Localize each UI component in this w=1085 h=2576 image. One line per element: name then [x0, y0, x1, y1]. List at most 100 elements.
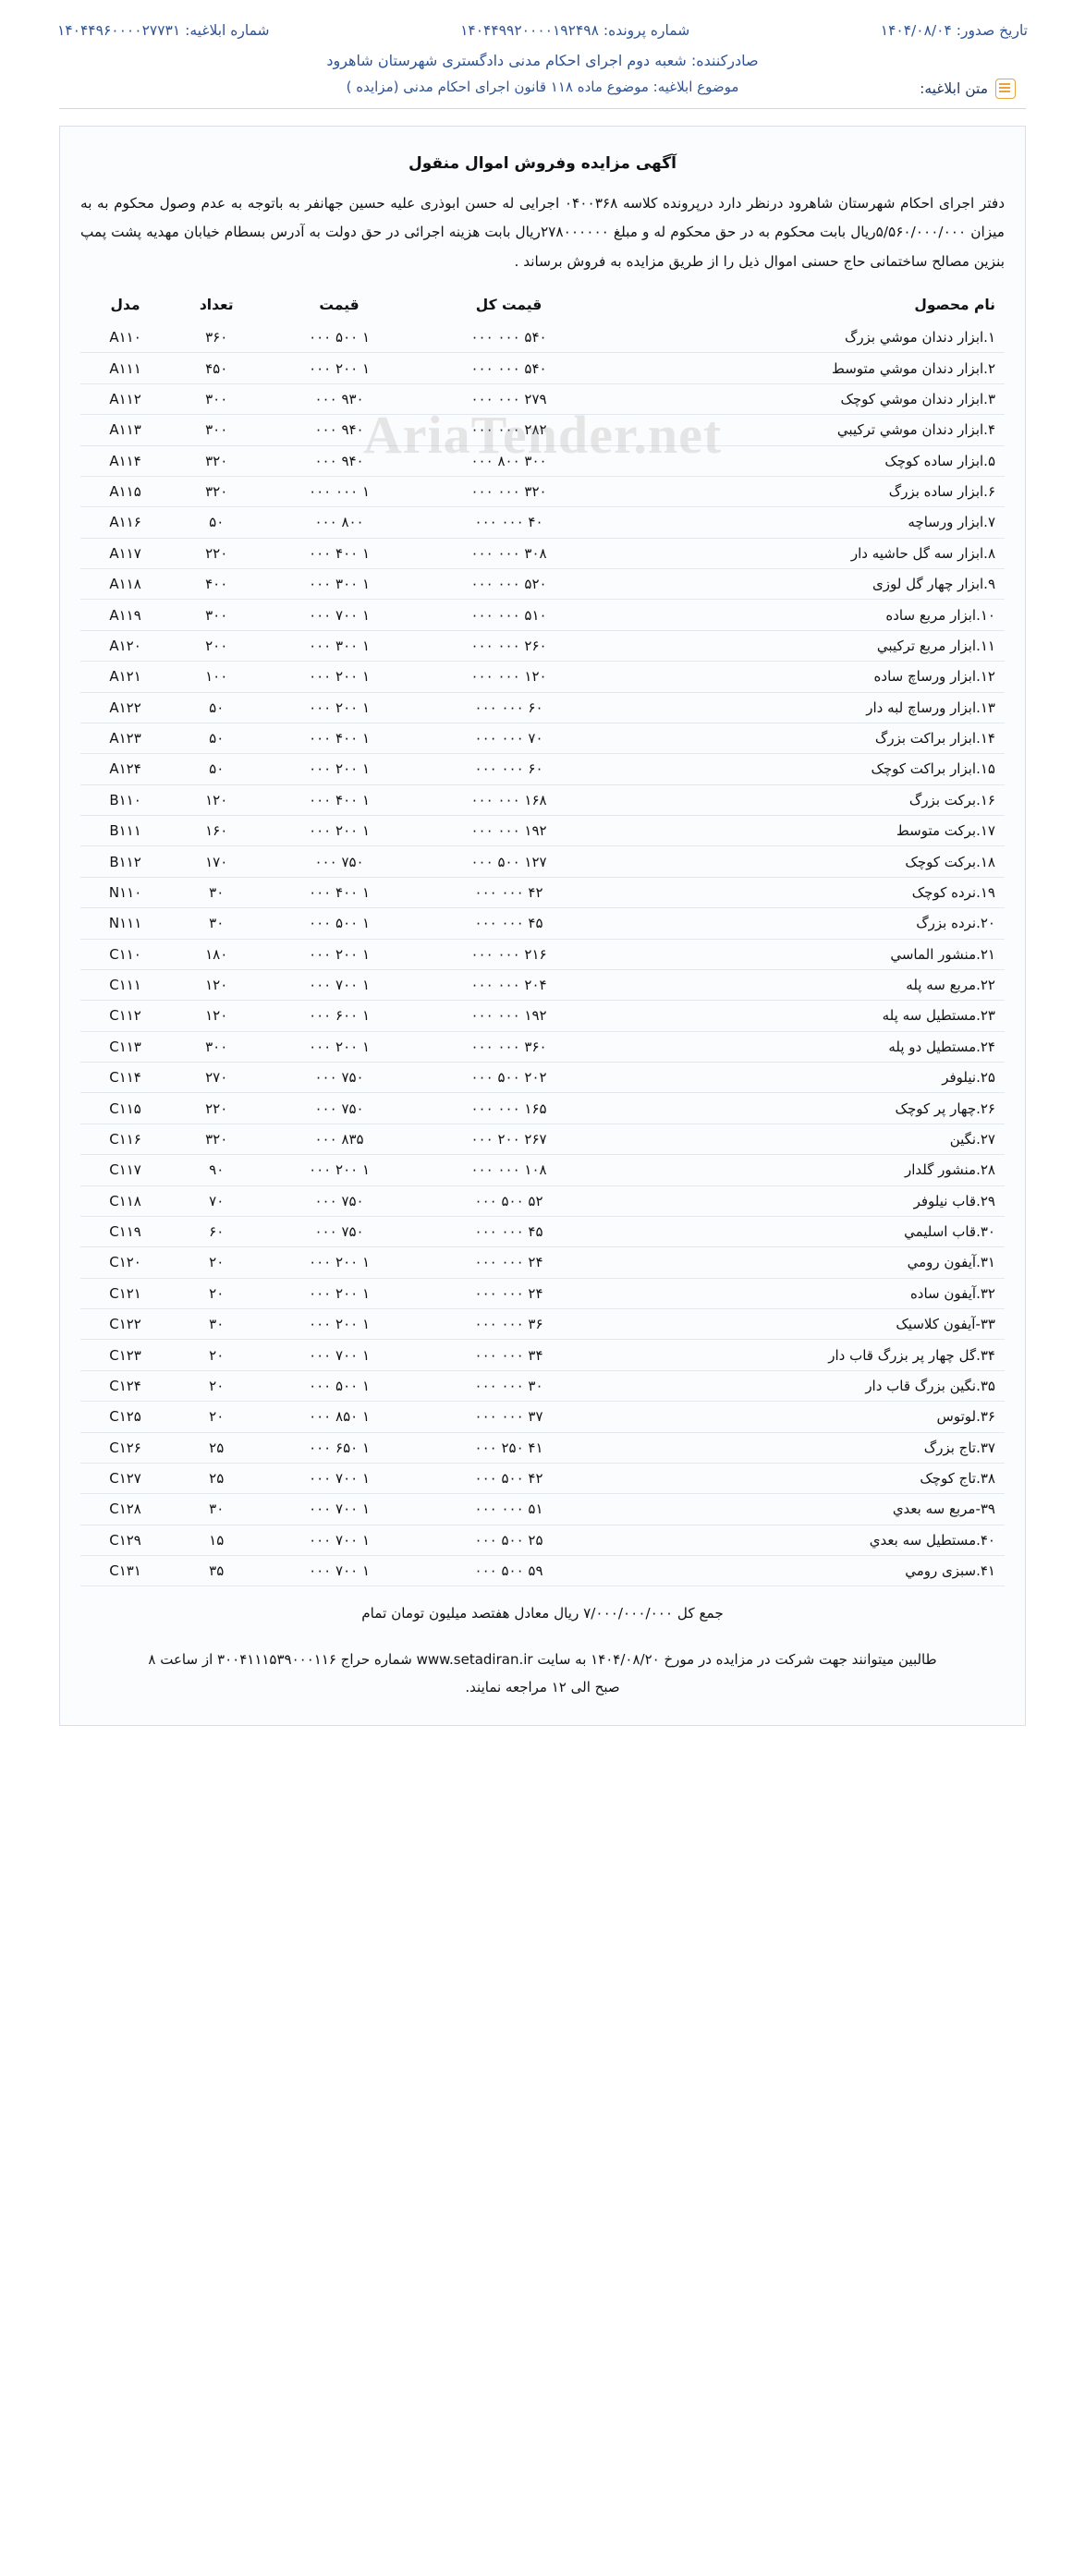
- cell-model: A۱۲۴: [80, 753, 171, 785]
- cell-unit-price: ۱ ۷۰۰ ۰۰۰: [262, 1555, 416, 1587]
- cell-model: C۱۲۸: [80, 1493, 171, 1525]
- cell-quantity: ۶۰: [170, 1216, 263, 1248]
- case-number: شماره پرونده: ۱۴۰۴۴۹۹۲۰۰۰۰۱۹۲۴۹۸: [460, 22, 689, 39]
- table-row: ۲۸.منشور گلدار ۱۰۸ ۰۰۰ ۰۰۰ ۱ ۲۰۰ ۰۰۰ ۹۰ C۱۱۷: [80, 1154, 1005, 1186]
- cell-product-name: ۲۴.مستطیل دو پله: [602, 1031, 1005, 1063]
- cell-total-price: ۲۶۰ ۰۰۰ ۰۰۰: [415, 630, 603, 662]
- cell-unit-price: ۸۳۵ ۰۰۰: [262, 1124, 416, 1156]
- cell-unit-price: ۹۴۰ ۰۰۰: [262, 414, 416, 446]
- cell-unit-price: ۱ ۷۰۰ ۰۰۰: [262, 969, 416, 1002]
- table-row: ۹.ابزار چهار گل لوزی ۵۲۰ ۰۰۰ ۰۰۰ ۱ ۳۰۰ ۰۰۰…: [80, 568, 1005, 601]
- cell-unit-price: ۸۰۰ ۰۰۰: [262, 506, 416, 539]
- cell-product-name: ۲۶.چهار پر کوچک: [602, 1092, 1005, 1124]
- cell-unit-price: ۱ ۷۰۰ ۰۰۰: [262, 1339, 416, 1371]
- column-header-price: قیمت: [319, 297, 360, 314]
- cell-quantity: ۱۶۰: [170, 815, 263, 847]
- cell-unit-price: ۹۴۰ ۰۰۰: [262, 445, 416, 477]
- cell-total-price: ۵۹ ۵۰۰ ۰۰۰: [415, 1555, 603, 1587]
- cell-product-name: ۳۷.تاج بزرگ: [602, 1432, 1005, 1464]
- cell-quantity: ۲۰: [170, 1339, 263, 1371]
- cell-unit-price: ۱ ۲۰۰ ۰۰۰: [262, 1308, 416, 1341]
- page-title: آگهی مزایده وفروش اموال منقول: [408, 154, 677, 173]
- cell-product-name: ۱۸.برکت کوچک: [602, 845, 1005, 878]
- footer-line1-b: شماره حراج ۳۰۰۴۱۱۱۵۳۹۰۰۰۱۱۶ از ساعت ۸: [148, 1651, 412, 1669]
- cell-model: C۱۱۹: [80, 1216, 171, 1248]
- ad-number: شماره ابلاغیه: ۱۴۰۴۴۹۶۰۰۰۰۲۷۷۳۱: [57, 22, 270, 39]
- cell-product-name: ۳۱.آیفون رومي: [602, 1246, 1005, 1279]
- cell-unit-price: ۱ ۶۵۰ ۰۰۰: [262, 1432, 416, 1464]
- goods-table: نام محصول قیمت کل قیمت تعداد مدل ۱.ابزار…: [80, 291, 1005, 1587]
- table-row: ۳۴.گل چهار پر بزرگ قاب دار ۳۴ ۰۰۰ ۰۰۰ ۱ ۷۰…: [80, 1339, 1005, 1371]
- footer-line2: صبح الی ۱۲ مراجعه نمایند.: [465, 1679, 620, 1696]
- cell-model: C۱۱۸: [80, 1185, 171, 1217]
- cell-quantity: ۳۲۰: [170, 476, 263, 508]
- table-row: ۱۸.برکت کوچک ۱۲۷ ۵۰۰ ۰۰۰ ۷۵۰ ۰۰۰ ۱۷۰ B۱۱۲: [80, 845, 1005, 878]
- ad-number-label: شماره ابلاغیه:: [185, 22, 270, 39]
- cell-total-price: ۵۴۰ ۰۰۰ ۰۰۰: [415, 352, 603, 384]
- cell-quantity: ۲۰: [170, 1246, 263, 1279]
- cell-total-price: ۶۰ ۰۰۰ ۰۰۰: [415, 692, 603, 723]
- cell-product-name: ۲۱.منشور الماسي: [602, 939, 1005, 970]
- cell-unit-price: ۱ ۲۰۰ ۰۰۰: [262, 815, 416, 847]
- cell-product-name: ۱۱.ابزار مربع ترکیبي: [602, 630, 1005, 662]
- cell-model: B۱۱۲: [80, 845, 171, 878]
- goods-table-body: ۱.ابزار دندان موشي بزرگ ۵۴۰ ۰۰۰ ۰۰۰ ۱ ۵۰۰ …: [80, 322, 1005, 1587]
- cell-model: C۱۱۰: [80, 939, 171, 970]
- cell-model: B۱۱۱: [80, 815, 171, 847]
- cell-total-price: ۱۶۸ ۰۰۰ ۰۰۰: [415, 784, 603, 817]
- table-row: ۲۱.منشور الماسي ۲۱۶ ۰۰۰ ۰۰۰ ۱ ۲۰۰ ۰۰۰ ۱۸۰ C۱…: [80, 939, 1005, 970]
- table-row: ۲.ابزار دندان موشي متوسط ۵۴۰ ۰۰۰ ۰۰۰ ۱ ۲۰۰…: [80, 352, 1005, 384]
- cell-model: A۱۱۷: [80, 538, 171, 570]
- setadiran-link[interactable]: www.setadiran.ir: [416, 1651, 533, 1669]
- cell-quantity: ۲۰۰: [170, 630, 263, 662]
- cell-total-price: ۲۸۲ ۰۰۰ ۰۰۰: [415, 414, 603, 446]
- table-row: ۸.ابزار سه گل حاشیه دار ۳۰۸ ۰۰۰ ۰۰۰ ۱ ۴۰۰ …: [80, 538, 1005, 570]
- notice-body-card: متن ابلاغیه: آگهی مزایده وفروش اموال منق…: [59, 79, 1026, 1727]
- table-row: ۴.ابزار دندان موشي ترکیبي ۲۸۲ ۰۰۰ ۰۰۰ ۹۴۰ …: [80, 414, 1005, 446]
- cell-quantity: ۴۵۰: [170, 352, 263, 384]
- footer-line1-a: طالبین میتوانند جهت شرکت در مزایده در مو…: [537, 1651, 937, 1669]
- header-meta-row-1: تاریخ صدور: ۱۴۰۴/۰۸/۰۴ شماره پرونده: ۱۴۰…: [31, 22, 1054, 39]
- table-row: ۴۰.مستطیل سه بعدي ۲۵ ۵۰۰ ۰۰۰ ۱ ۷۰۰ ۰۰۰ ۱۵ C۱…: [80, 1525, 1005, 1557]
- cell-model: C۱۱۴: [80, 1062, 171, 1094]
- cell-model: B۱۱۰: [80, 784, 171, 817]
- cell-unit-price: ۱ ۲۰۰ ۰۰۰: [262, 1246, 416, 1279]
- cell-quantity: ۳۰: [170, 1308, 263, 1341]
- cell-model: A۱۱۸: [80, 568, 171, 601]
- cell-product-name: ۱۵.ابزار براکت کوچک: [602, 753, 1005, 785]
- cell-total-price: ۳۲۰ ۰۰۰ ۰۰۰: [415, 476, 603, 508]
- cell-total-price: ۲۰۴ ۰۰۰ ۰۰۰: [415, 969, 603, 1002]
- cell-unit-price: ۱ ۸۵۰ ۰۰۰: [262, 1401, 416, 1433]
- notice-paragraph: دفتر اجرای احکام شهرستان شاهرود درنظر دا…: [80, 195, 1006, 270]
- table-row: ۳۸.تاج کوچک ۴۲ ۵۰۰ ۰۰۰ ۱ ۷۰۰ ۰۰۰ ۲۵ C۱۲۷: [80, 1463, 1005, 1495]
- cell-product-name: ۳۰.قاب اسلیمي: [602, 1216, 1005, 1248]
- cell-total-price: ۳۶۰ ۰۰۰ ۰۰۰: [415, 1031, 603, 1063]
- cell-total-price: ۱۲۷ ۵۰۰ ۰۰۰: [415, 845, 603, 878]
- cell-unit-price: ۱ ۵۰۰ ۰۰۰: [262, 1370, 416, 1403]
- table-row: ۳۵.نگین بزرگ قاب دار ۳۰ ۰۰۰ ۰۰۰ ۱ ۵۰۰ ۰۰۰ ۲…: [80, 1370, 1005, 1403]
- cell-model: C۱۲۱: [80, 1278, 171, 1310]
- table-header-row: نام محصول قیمت کل قیمت تعداد مدل: [80, 291, 1005, 322]
- cell-total-price: ۲۵ ۵۰۰ ۰۰۰: [415, 1525, 603, 1557]
- cell-model: C۱۱۷: [80, 1154, 171, 1186]
- cell-product-name: ۳.ابزار دندان موشي کوچک: [602, 383, 1005, 416]
- cell-quantity: ۲۰: [170, 1278, 263, 1310]
- cell-total-price: ۲۴ ۰۰۰ ۰۰۰: [415, 1278, 603, 1310]
- column-header-name: نام محصول: [914, 297, 995, 314]
- cell-unit-price: ۱ ۷۰۰ ۰۰۰: [262, 1525, 416, 1557]
- cell-product-name: ۱۴.ابزار براکت بزرگ: [602, 723, 1005, 755]
- cell-quantity: ۲۵: [170, 1432, 263, 1464]
- cell-quantity: ۲۷۰: [170, 1062, 263, 1094]
- table-row: ۲۹.قاب نیلوفر ۵۲ ۵۰۰ ۰۰۰ ۷۵۰ ۰۰۰ ۷۰ C۱۱۸: [80, 1185, 1005, 1217]
- cell-model: A۱۱۲: [80, 383, 171, 416]
- cell-model: C۱۲۶: [80, 1432, 171, 1464]
- cell-unit-price: ۹۳۰ ۰۰۰: [262, 383, 416, 416]
- cell-quantity: ۱۷۰: [170, 845, 263, 878]
- cell-quantity: ۲۲۰: [170, 538, 263, 570]
- cell-unit-price: ۱ ۲۰۰ ۰۰۰: [262, 1154, 416, 1186]
- cell-product-name: ۳۸.تاج کوچک: [602, 1463, 1005, 1495]
- cell-unit-price: ۷۵۰ ۰۰۰: [262, 1062, 416, 1094]
- cell-unit-price: ۱ ۷۰۰ ۰۰۰: [262, 1493, 416, 1525]
- table-row: ۴۱.سبزی رومي ۵۹ ۵۰۰ ۰۰۰ ۱ ۷۰۰ ۰۰۰ ۳۵ C۱۳۱: [80, 1555, 1005, 1587]
- table-row: ۱۰.ابزار مربع ساده ۵۱۰ ۰۰۰ ۰۰۰ ۱ ۷۰۰ ۰۰۰ ۳۰…: [80, 599, 1005, 631]
